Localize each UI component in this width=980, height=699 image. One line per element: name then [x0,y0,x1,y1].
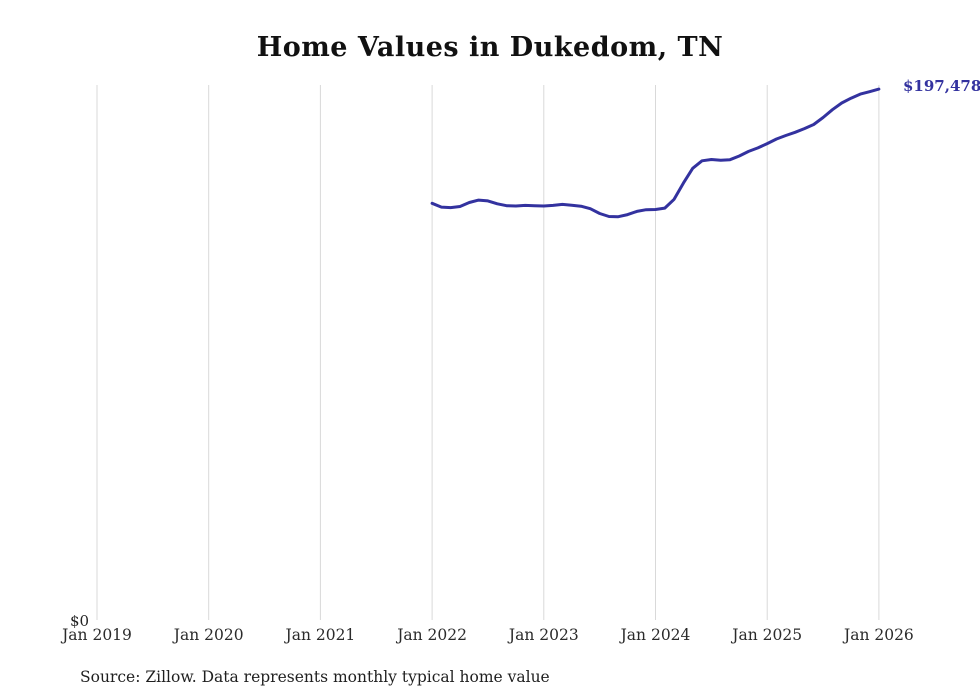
x-axis-tick-label: Jan 2021 [285,626,356,644]
x-axis-tick-label: Jan 2019 [62,626,132,644]
x-axis-tick-label: Jan 2024 [620,626,691,644]
x-axis-tick-label: Jan 2022 [397,626,467,644]
x-axis-tick-label: Jan 2026 [843,626,914,644]
source-note: Source: Zillow. Data represents monthly … [80,668,550,686]
x-axis-tick-label: Jan 2020 [173,626,244,644]
chart-title: Home Values in Dukedom, TN [256,32,724,63]
y-axis-zero-label: $0 [70,612,90,630]
x-axis-tick-label: Jan 2025 [732,626,803,644]
end-value-label: $197,478 [903,77,980,95]
home-value-line [430,87,881,219]
x-axis-tick-label: Jan 2023 [508,626,579,644]
